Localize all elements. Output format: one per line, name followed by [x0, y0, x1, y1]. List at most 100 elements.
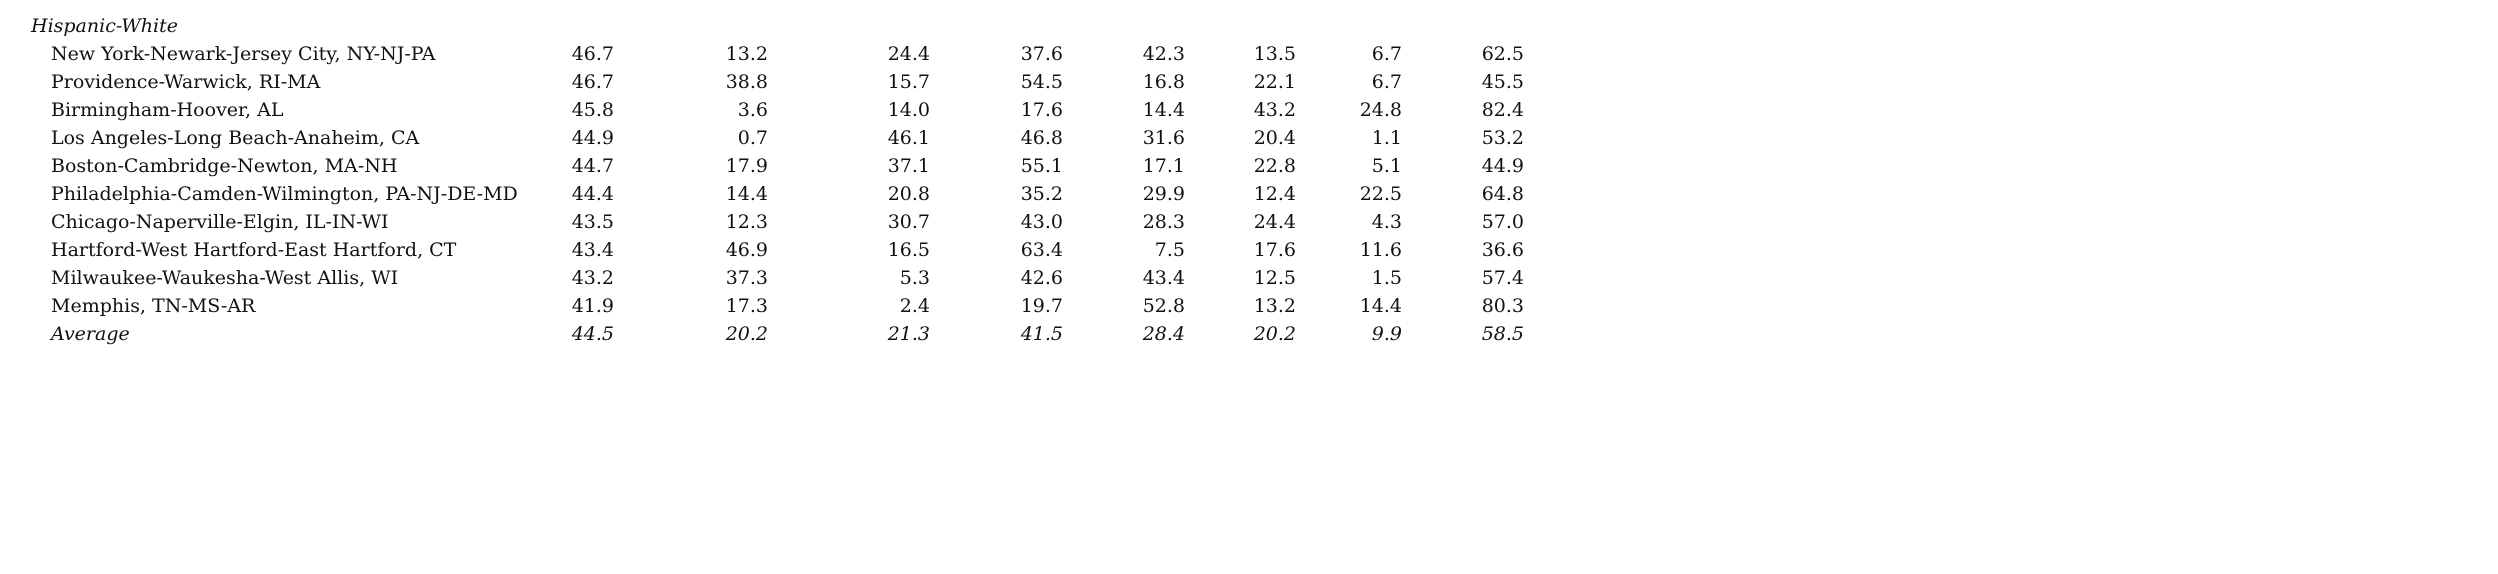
- cell-value: 55.1: [1020, 155, 1063, 177]
- cell-value: 57.4: [1481, 267, 1524, 289]
- cell-value: 13.5: [1253, 43, 1296, 65]
- cell-value: 14.4: [1142, 99, 1185, 121]
- cell-value: 6.7: [1371, 71, 1402, 93]
- cell-value: 20.4: [1253, 127, 1296, 149]
- cell-value: 82.4: [1481, 99, 1524, 121]
- cell-value: 46.9: [725, 239, 768, 261]
- table-body: New York-Newark-Jersey City, NY-NJ-PA 46…: [0, 40, 1549, 348]
- cell-value: 37.6: [1020, 43, 1063, 65]
- table-row: Chicago-Naperville-Elgin, IL-IN-WI 43.5 …: [0, 208, 1549, 236]
- cell-value: 38.8: [725, 71, 768, 93]
- table-row: Memphis, TN-MS-AR 41.9 17.3 2.4 19.7 52.…: [0, 292, 1549, 320]
- cell-value: 43.5: [571, 211, 614, 233]
- cell-value: 36.6: [1481, 239, 1524, 261]
- cell-value: 24.8: [1359, 99, 1402, 121]
- row-label: Providence-Warwick, RI-MA: [51, 71, 321, 93]
- cell-value: 41.9: [571, 295, 614, 317]
- cell-value: 42.6: [1020, 267, 1063, 289]
- table-row: Los Angeles-Long Beach-Anaheim, CA 44.9 …: [0, 124, 1549, 152]
- cell-value: 12.3: [725, 211, 768, 233]
- cell-value: 58.5: [1481, 323, 1524, 345]
- cell-value: 0.7: [737, 127, 768, 149]
- cell-value: 13.2: [1253, 295, 1296, 317]
- cell-value: 14.4: [725, 183, 768, 205]
- cell-value: 17.3: [725, 295, 768, 317]
- cell-value: 35.2: [1020, 183, 1063, 205]
- cell-value: 20.8: [887, 183, 930, 205]
- cell-value: 3.6: [737, 99, 768, 121]
- cell-value: 42.3: [1142, 43, 1185, 65]
- cell-value: 52.8: [1142, 295, 1185, 317]
- table-row: Providence-Warwick, RI-MA 46.7 38.8 15.7…: [0, 68, 1549, 96]
- row-label: Birmingham-Hoover, AL: [51, 99, 284, 121]
- row-label: Los Angeles-Long Beach-Anaheim, CA: [51, 127, 420, 149]
- cell-value: 29.9: [1142, 183, 1185, 205]
- cell-value: 14.0: [887, 99, 930, 121]
- cell-value: 54.5: [1020, 71, 1063, 93]
- table-row: Milwaukee-Waukesha-West Allis, WI 43.2 3…: [0, 264, 1549, 292]
- cell-value: 28.4: [1142, 323, 1185, 345]
- cell-value: 21.3: [887, 323, 930, 345]
- cell-value: 24.4: [1253, 211, 1296, 233]
- cell-value: 17.6: [1253, 239, 1296, 261]
- cell-value: 11.6: [1359, 239, 1402, 261]
- cell-value: 44.7: [571, 155, 614, 177]
- average-row: Average 44.5 20.2 21.3 41.5 28.4 20.2 9.…: [0, 320, 1549, 348]
- cell-value: 9.9: [1371, 323, 1402, 345]
- section-title: Hispanic-White: [31, 15, 178, 37]
- cell-value: 20.2: [725, 323, 768, 345]
- row-label: Memphis, TN-MS-AR: [51, 295, 256, 317]
- cell-value: 7.5: [1154, 239, 1185, 261]
- row-label: Boston-Cambridge-Newton, MA-NH: [51, 155, 398, 177]
- cell-value: 43.0: [1020, 211, 1063, 233]
- cell-value: 53.2: [1481, 127, 1524, 149]
- cell-value: 17.6: [1020, 99, 1063, 121]
- cell-value: 12.4: [1253, 183, 1296, 205]
- cell-value: 1.1: [1371, 127, 1402, 149]
- cell-value: 44.9: [571, 127, 614, 149]
- cell-value: 46.7: [571, 43, 614, 65]
- cell-value: 43.2: [571, 267, 614, 289]
- cell-value: 5.1: [1371, 155, 1402, 177]
- cell-value: 57.0: [1481, 211, 1524, 233]
- cell-value: 37.1: [887, 155, 930, 177]
- cell-value: 41.5: [1020, 323, 1063, 345]
- cell-value: 1.5: [1371, 267, 1402, 289]
- cell-value: 17.1: [1142, 155, 1185, 177]
- cell-value: 14.4: [1359, 295, 1402, 317]
- row-label: New York-Newark-Jersey City, NY-NJ-PA: [51, 43, 436, 65]
- cell-value: 62.5: [1481, 43, 1524, 65]
- cell-value: 43.2: [1253, 99, 1296, 121]
- cell-value: 44.4: [571, 183, 614, 205]
- cell-value: 12.5: [1253, 267, 1296, 289]
- row-label: Chicago-Naperville-Elgin, IL-IN-WI: [51, 211, 389, 233]
- cell-value: 4.3: [1371, 211, 1402, 233]
- cell-value: 16.8: [1142, 71, 1185, 93]
- table-row: Philadelphia-Camden-Wilmington, PA-NJ-DE…: [0, 180, 1549, 208]
- cell-value: 13.2: [725, 43, 768, 65]
- table-excerpt: Hispanic-White New York-Newark-Jersey Ci…: [0, 0, 1549, 356]
- cell-value: 46.1: [887, 127, 930, 149]
- cell-value: 37.3: [725, 267, 768, 289]
- cell-value: 19.7: [1020, 295, 1063, 317]
- cell-value: 16.5: [887, 239, 930, 261]
- cell-value: 15.7: [887, 71, 930, 93]
- cell-value: 46.8: [1020, 127, 1063, 149]
- row-label: Average: [51, 323, 130, 345]
- cell-value: 28.3: [1142, 211, 1185, 233]
- table-row: Hartford-West Hartford-East Hartford, CT…: [0, 236, 1549, 264]
- cell-value: 44.9: [1481, 155, 1524, 177]
- cell-value: 17.9: [725, 155, 768, 177]
- cell-value: 2.4: [899, 295, 930, 317]
- cell-value: 5.3: [899, 267, 930, 289]
- cell-value: 44.5: [571, 323, 614, 345]
- cell-value: 30.7: [887, 211, 930, 233]
- cell-value: 22.8: [1253, 155, 1296, 177]
- cell-value: 46.7: [571, 71, 614, 93]
- cell-value: 45.8: [571, 99, 614, 121]
- cell-value: 31.6: [1142, 127, 1185, 149]
- cell-value: 43.4: [1142, 267, 1185, 289]
- cell-value: 64.8: [1481, 183, 1524, 205]
- cell-value: 80.3: [1481, 295, 1524, 317]
- cell-value: 45.5: [1481, 71, 1524, 93]
